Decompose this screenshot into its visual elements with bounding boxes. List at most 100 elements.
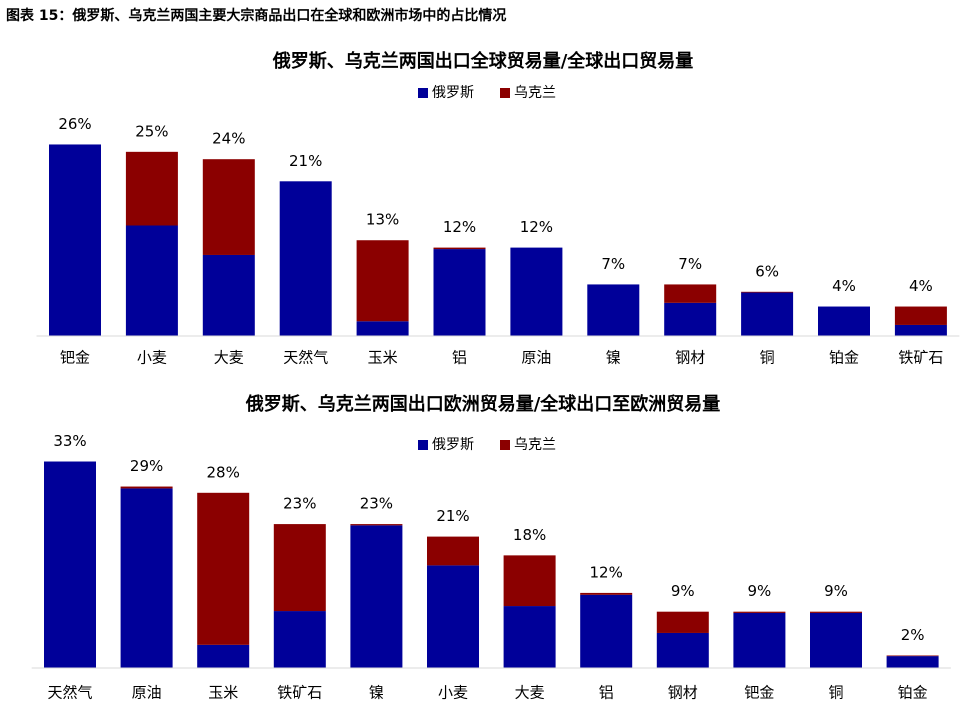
- x-tick-label: 天然气: [283, 349, 328, 367]
- value-label: 4%: [832, 277, 856, 295]
- x-tick-label: 小麦: [137, 349, 167, 367]
- bar-segment: [350, 525, 403, 668]
- bar-segment: [886, 656, 939, 668]
- value-label: 9%: [671, 582, 695, 600]
- value-label: 7%: [601, 255, 625, 273]
- x-tick-label: 玉米: [368, 349, 398, 367]
- bar-segment: [120, 488, 173, 668]
- value-label: 21%: [436, 507, 469, 525]
- bar-segment: [894, 324, 947, 336]
- bar-segment: [503, 555, 556, 607]
- legend-label: 俄罗斯: [432, 85, 474, 101]
- x-tick-label: 铁矿石: [898, 349, 943, 367]
- value-label: 26%: [58, 115, 91, 133]
- x-tick-label: 镍: [606, 349, 621, 367]
- bar-segment: [810, 612, 862, 668]
- bar-segment: [664, 302, 717, 336]
- value-label: 25%: [135, 122, 168, 140]
- bar-segment: [733, 611, 786, 613]
- bar-segment: [49, 144, 101, 336]
- value-label: 9%: [824, 582, 848, 600]
- bar-segment: [125, 225, 178, 336]
- bar-segment: [120, 486, 173, 489]
- value-label: 21%: [289, 152, 322, 170]
- bar-segment: [664, 284, 717, 303]
- value-label: 24%: [212, 130, 245, 148]
- value-label: 4%: [909, 277, 933, 295]
- bar-segment: [656, 632, 709, 668]
- bar-segment: [741, 292, 794, 336]
- x-tick-label: 铂金: [898, 684, 928, 702]
- bar-segment: [580, 594, 633, 668]
- x-tick-label: 钯金: [744, 684, 774, 702]
- chart-title: 俄罗斯、乌克兰两国出口欧洲贸易量/全球出口至欧洲贸易量: [245, 393, 721, 415]
- bar-segment: [741, 291, 794, 293]
- bar-segment: [197, 492, 250, 645]
- bar-segment: [894, 306, 947, 325]
- bar-segment: [273, 524, 326, 612]
- x-tick-label: 大麦: [214, 349, 244, 367]
- value-label: 12%: [590, 563, 623, 581]
- legend-swatch: [500, 440, 510, 450]
- bar-segment: [125, 151, 178, 226]
- value-label: 12%: [443, 218, 476, 236]
- x-tick-label: 原油: [132, 684, 162, 702]
- bar-segment: [810, 611, 862, 613]
- bar-segment: [503, 606, 556, 668]
- legend-label: 乌克兰: [514, 85, 556, 101]
- legend-swatch: [500, 88, 510, 98]
- value-label: 23%: [283, 495, 316, 513]
- value-label: 23%: [360, 495, 393, 513]
- x-tick-label: 天然气: [47, 684, 92, 702]
- value-label: 33%: [53, 432, 86, 450]
- bar-segment: [197, 644, 250, 668]
- legend-swatch: [418, 88, 428, 98]
- value-label: 29%: [130, 457, 163, 475]
- bar-segment: [818, 306, 870, 336]
- bar-segment: [356, 240, 409, 322]
- bar-segment: [433, 249, 486, 336]
- x-tick-label: 铝: [452, 349, 467, 367]
- x-tick-label: 铜: [828, 684, 843, 702]
- x-tick-label: 铜: [760, 349, 775, 367]
- x-tick-label: 钢材: [668, 684, 698, 702]
- bar-segment: [580, 592, 633, 595]
- x-tick-label: 大麦: [515, 684, 545, 702]
- bar-segment: [427, 565, 479, 668]
- value-label: 12%: [520, 218, 553, 236]
- x-tick-label: 原油: [521, 349, 551, 367]
- x-tick-label: 小麦: [438, 684, 468, 702]
- bar-segment: [427, 536, 479, 566]
- legend-label: 俄罗斯: [432, 437, 474, 453]
- legend-swatch: [418, 440, 428, 450]
- value-label: 9%: [748, 582, 772, 600]
- x-tick-label: 铝: [599, 684, 614, 702]
- x-tick-label: 铂金: [829, 349, 859, 367]
- bar-segment: [510, 247, 563, 336]
- value-label: 13%: [366, 211, 399, 229]
- bar-segment: [356, 321, 409, 336]
- bar-segment: [886, 655, 939, 657]
- value-label: 6%: [755, 262, 779, 280]
- x-tick-label: 钯金: [60, 349, 90, 367]
- value-label: 28%: [207, 463, 240, 481]
- value-label: 18%: [513, 526, 546, 544]
- value-label: 7%: [678, 255, 702, 273]
- x-tick-label: 镍: [369, 684, 384, 702]
- bar-segment: [350, 524, 403, 526]
- x-tick-label: 钢材: [675, 349, 705, 367]
- bar-segment: [587, 284, 640, 336]
- x-tick-label: 玉米: [208, 684, 238, 702]
- x-tick-label: 铁矿石: [277, 684, 322, 702]
- chart-title: 俄罗斯、乌克兰两国出口全球贸易量/全球出口贸易量: [272, 50, 694, 72]
- bar-segment: [44, 461, 96, 668]
- bar-segment: [202, 159, 255, 255]
- bar-segment: [733, 612, 786, 668]
- bar-segment: [433, 247, 486, 250]
- bar-segment: [273, 611, 326, 668]
- value-label: 2%: [901, 626, 925, 644]
- legend-label: 乌克兰: [514, 437, 556, 453]
- bar-segment: [202, 254, 255, 336]
- bar-segment: [656, 611, 709, 633]
